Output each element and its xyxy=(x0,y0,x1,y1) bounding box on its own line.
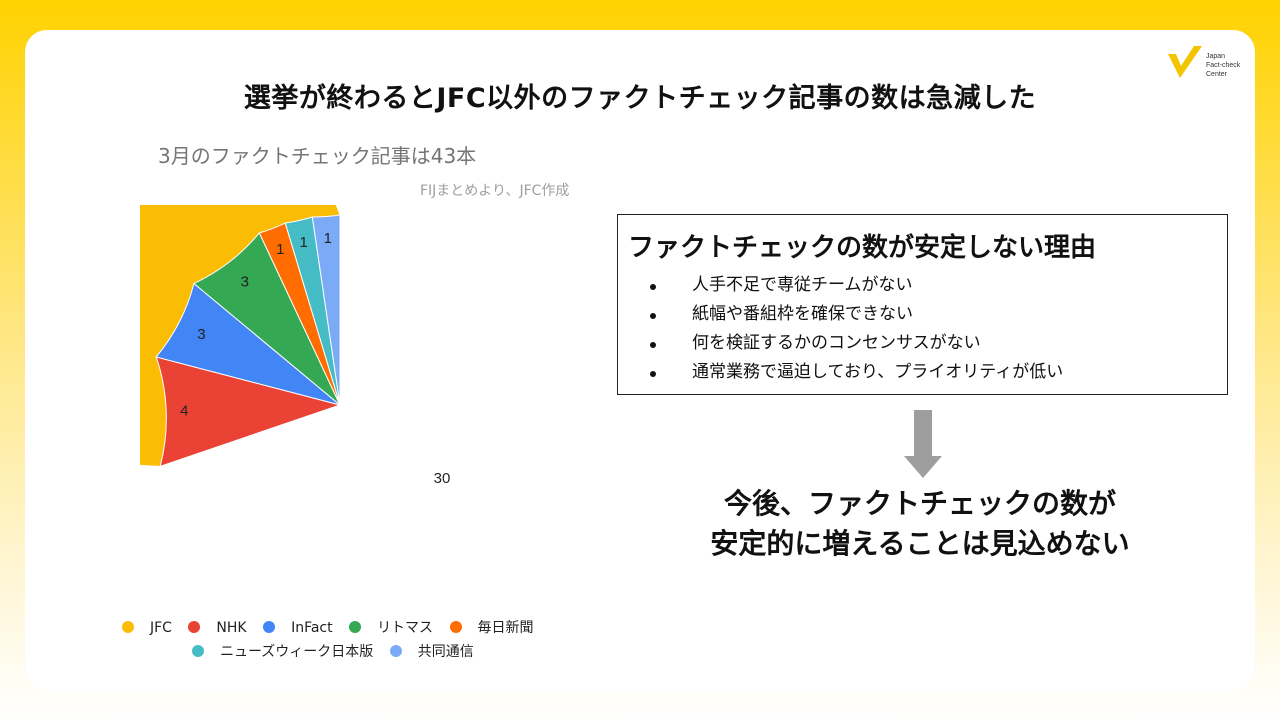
legend-label: 毎日新聞 xyxy=(477,620,534,636)
reason-item: 人手不足で専従チームがない xyxy=(648,271,1063,300)
legend-swatch xyxy=(122,621,134,633)
logo-line-3: Center xyxy=(1206,71,1228,78)
legend-row-1: JFC NHK InFact リトマス 毎日新聞 xyxy=(122,617,546,637)
conclusion: 今後、ファクトチェックの数が 安定的に増えることは見込めない xyxy=(640,484,1200,564)
conclusion-line-2: 安定的に増えることは見込めない xyxy=(710,527,1130,560)
legend-swatch xyxy=(449,621,462,633)
down-arrow-icon xyxy=(904,410,942,478)
pie-data-label-2: 4 xyxy=(180,403,188,420)
legend-label: InFact xyxy=(291,620,333,636)
legend-label: リトマス xyxy=(377,620,434,636)
legend-label: 共同通信 xyxy=(417,644,474,660)
legend-swatch xyxy=(389,645,402,657)
legend-swatch xyxy=(188,621,201,633)
pie-data-label-3: 3 xyxy=(197,326,205,343)
reasons-title: ファクトチェックの数が安定しない理由 xyxy=(628,233,1097,263)
legend-label: ニューズウィーク日本版 xyxy=(220,644,374,660)
chart-title: 3月のファクトチェック記事は43本 xyxy=(158,144,477,168)
pie-data-label-6: 1 xyxy=(299,234,307,251)
jfc-logo xyxy=(1168,46,1202,78)
reason-item: 何を検証するかのコンセンサスがない xyxy=(648,329,1063,358)
pie-data-label-1: 30 xyxy=(434,470,451,487)
legend-item-mainichi: 毎日新聞 xyxy=(449,617,534,637)
reason-item: 紙幅や番組枠を確保できない xyxy=(648,300,1063,329)
legend-item-kyodo: 共同通信 xyxy=(389,641,474,661)
legend-label: NHK xyxy=(216,620,247,636)
logo-text: Japan Fact-check Center xyxy=(1206,52,1240,79)
pie-data-label-7: 1 xyxy=(324,230,332,247)
chart-subtitle: FIJまとめより、JFC作成 xyxy=(420,183,570,199)
slide-headline: 選挙が終わるとJFC以外のファクトチェック記事の数は急減した xyxy=(243,83,1037,114)
legend-swatch xyxy=(192,645,204,657)
legend-label: JFC xyxy=(150,620,172,636)
legend-swatch xyxy=(349,621,362,633)
reasons-box: ファクトチェックの数が安定しない理由 人手不足で専従チームがない 紙幅や番組枠を… xyxy=(617,214,1228,395)
pie-data-label-4: 3 xyxy=(241,274,249,291)
pie-slice-2 xyxy=(155,356,342,468)
logo-line-2: Fact-check xyxy=(1206,62,1241,69)
legend-swatch xyxy=(263,621,276,633)
legend-item-litmus: リトマス xyxy=(349,617,433,637)
legend-item-nhk: NHK xyxy=(188,620,247,636)
legend-row-2: ニューズウィーク日本版 共同通信 xyxy=(192,641,486,661)
pie-data-label-5: 1 xyxy=(276,241,284,258)
legend-item-infact: InFact xyxy=(263,620,333,636)
legend-item-jfc: JFC xyxy=(122,620,172,636)
reasons-list: 人手不足で専従チームがない 紙幅や番組枠を確保できない 何を検証するかのコンセン… xyxy=(648,271,1063,387)
pie-slice-7 xyxy=(311,214,341,406)
logo-check-mark xyxy=(1168,46,1202,78)
logo-line-1: Japan xyxy=(1206,53,1226,60)
legend-item-newsweek: ニューズウィーク日本版 xyxy=(192,641,373,661)
reason-item: 通常業務で逼迫しており、プライオリティが低い xyxy=(648,358,1063,387)
conclusion-line-1: 今後、ファクトチェックの数が xyxy=(723,487,1116,520)
